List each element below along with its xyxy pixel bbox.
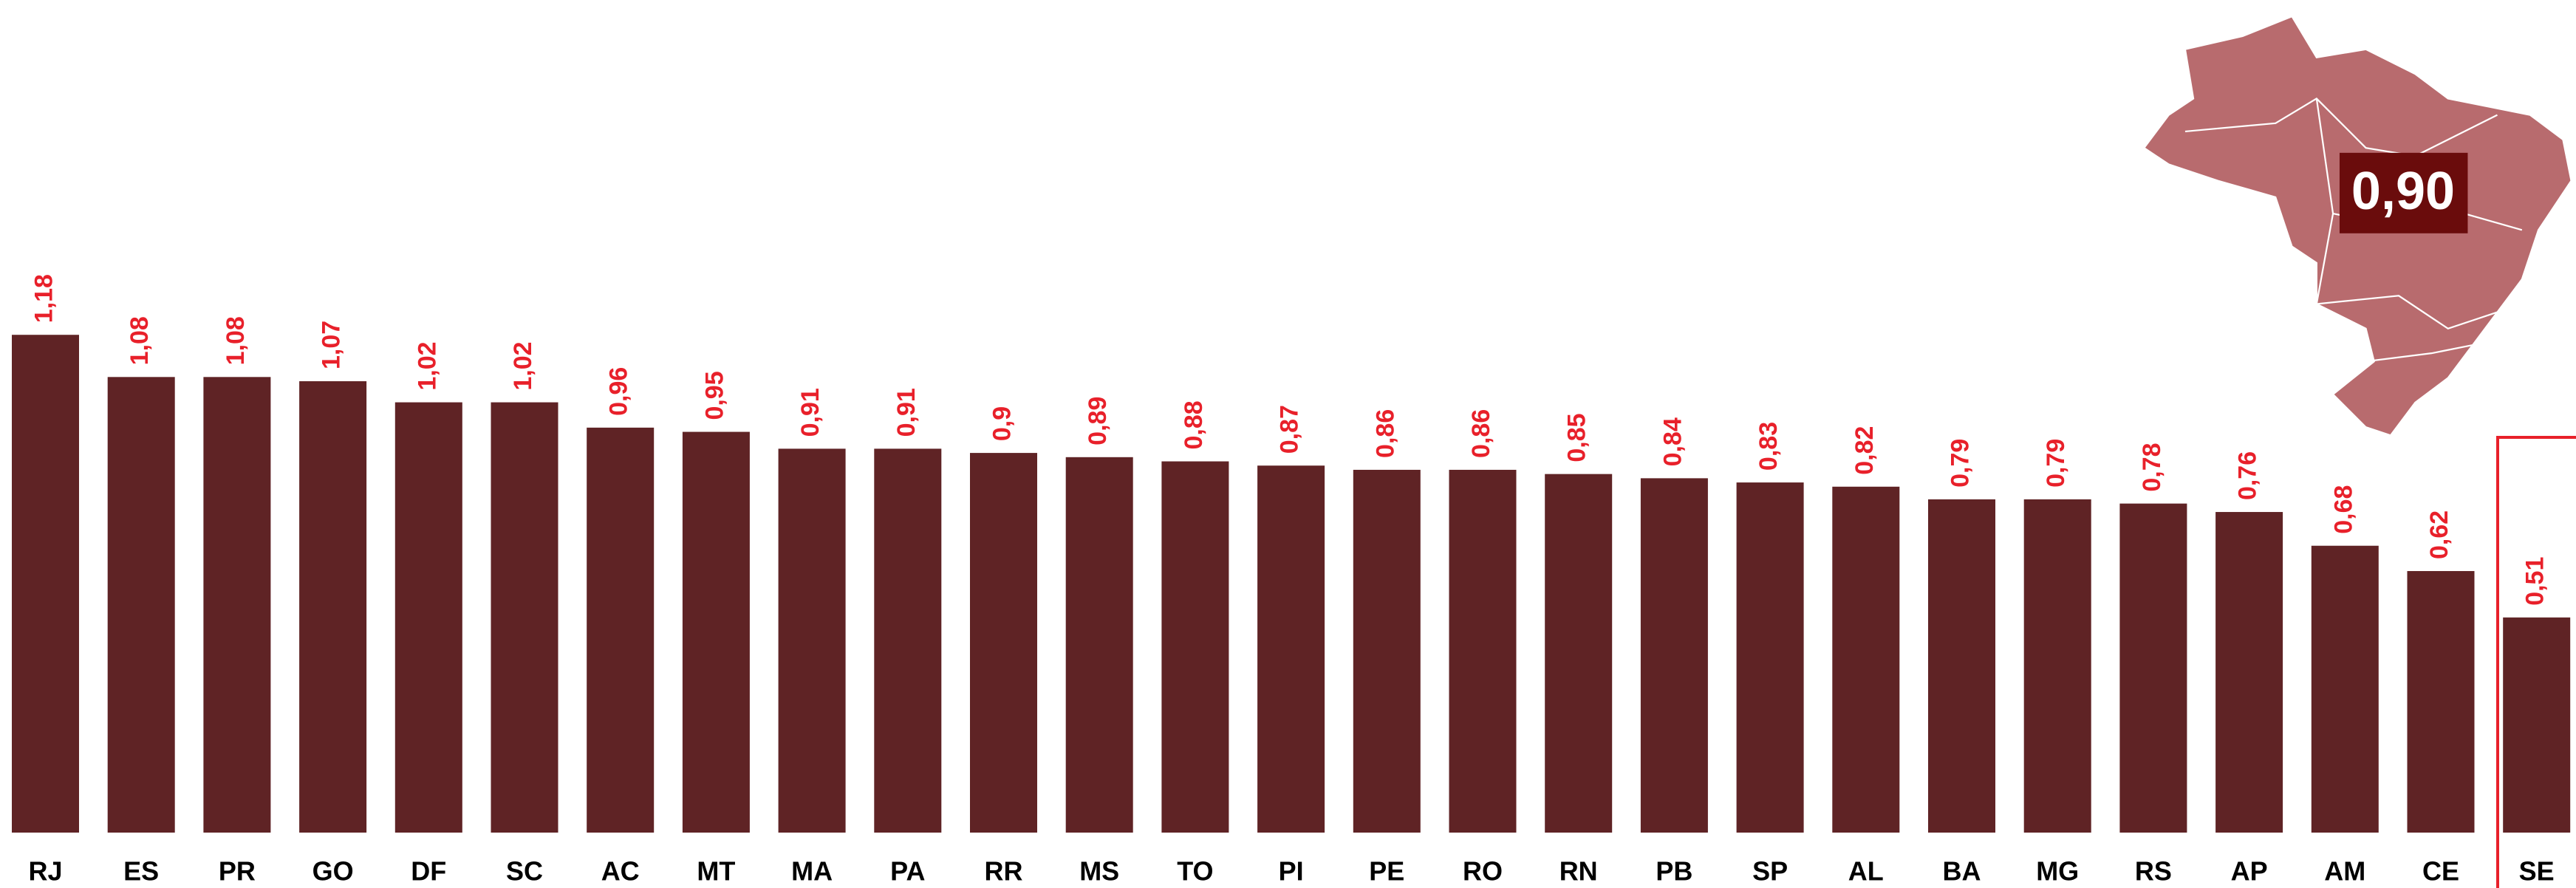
map-borders xyxy=(2365,344,2473,363)
value-label: 0,82 xyxy=(1851,426,1879,475)
bar xyxy=(1065,457,1133,833)
value-label: 0,79 xyxy=(1946,439,1974,488)
x-tick-label: RJ xyxy=(28,856,62,887)
bar xyxy=(1545,474,1613,833)
bar xyxy=(2407,570,2475,833)
value-label: 1,02 xyxy=(509,341,537,390)
value-label: 1,08 xyxy=(222,316,250,365)
x-tick-label: ES xyxy=(123,856,159,887)
bar xyxy=(1928,499,1995,833)
bar xyxy=(778,448,846,833)
bar xyxy=(2503,617,2571,833)
x-tick-label: RS xyxy=(2135,856,2172,887)
x-tick-label: RR xyxy=(985,856,1023,887)
x-tick-label: AM xyxy=(2324,856,2365,887)
bar xyxy=(2119,503,2187,833)
bar xyxy=(2023,499,2091,833)
bar xyxy=(587,427,655,833)
value-label: 0,86 xyxy=(1467,409,1495,458)
value-label: 0,87 xyxy=(1276,405,1304,454)
bar xyxy=(874,448,942,833)
bar xyxy=(682,431,750,833)
x-tick-label: MA xyxy=(791,856,833,887)
x-tick-label: TO xyxy=(1177,856,1213,887)
bar xyxy=(1449,469,1517,833)
value-label: 1,18 xyxy=(30,274,58,323)
bar xyxy=(12,335,79,833)
value-label: 0,78 xyxy=(2138,443,2166,491)
x-tick-label: GO xyxy=(312,856,354,887)
value-label: 1,02 xyxy=(413,341,441,390)
x-tick-label: BA xyxy=(1943,856,1981,887)
value-label: 0,96 xyxy=(605,367,633,416)
value-label: 1,08 xyxy=(126,316,154,365)
map-label-box xyxy=(2339,152,2468,233)
bar xyxy=(2215,512,2283,833)
x-tick-label: SE xyxy=(2519,856,2555,887)
map-label: 0,90 xyxy=(2351,162,2455,221)
x-tick-label: RN xyxy=(1559,856,1598,887)
value-label: 0,91 xyxy=(796,388,824,437)
bar xyxy=(394,402,462,833)
value-label: 0,86 xyxy=(1371,409,1399,458)
value-label: 1,07 xyxy=(318,321,346,369)
x-tick-label: MT xyxy=(697,856,735,887)
value-label: 0,84 xyxy=(1658,417,1687,466)
x-tick-label: CE xyxy=(2422,856,2459,887)
bar xyxy=(970,453,1037,833)
bar xyxy=(1640,478,1708,833)
value-label: 0,51 xyxy=(2521,557,2549,606)
value-label: 0,91 xyxy=(892,388,920,437)
highlight-box xyxy=(2496,436,2576,888)
map-borders xyxy=(2184,98,2498,157)
x-tick-label: MS xyxy=(1079,856,1119,887)
map xyxy=(2142,15,2572,437)
map-borders xyxy=(2315,213,2498,330)
value-label: 0,85 xyxy=(1563,413,1591,462)
x-tick-label: PB xyxy=(1656,856,1692,887)
x-tick-label: AP xyxy=(2231,856,2268,887)
bar xyxy=(1353,469,1421,833)
bar xyxy=(1257,465,1325,833)
x-tick-label: SP xyxy=(1752,856,1788,887)
x-tick-label: AL xyxy=(1848,856,1884,887)
value-label: 0,95 xyxy=(700,371,728,420)
bar xyxy=(1736,482,1804,833)
x-tick-label: PR xyxy=(219,856,256,887)
x-tick-label: PA xyxy=(890,856,925,887)
value-label: 0,79 xyxy=(2042,439,2070,488)
value-label: 0,76 xyxy=(2234,451,2262,500)
value-label: 0,68 xyxy=(2329,485,2357,534)
bar xyxy=(1832,486,1900,833)
x-tick-label: MG xyxy=(2036,856,2079,887)
value-label: 0,9 xyxy=(988,406,1016,441)
bar xyxy=(107,377,175,833)
bar xyxy=(299,381,367,833)
x-tick-label: PI xyxy=(1279,856,1304,887)
bar xyxy=(203,377,271,833)
value-label: 0,62 xyxy=(2425,510,2453,559)
bar xyxy=(1161,461,1229,833)
x-tick-label: SC xyxy=(506,856,543,887)
x-tick-label: AC xyxy=(601,856,640,887)
x-tick-label: PE xyxy=(1369,856,1404,887)
x-tick-label: DF xyxy=(411,856,446,887)
value-label: 0,88 xyxy=(1180,400,1208,449)
bar xyxy=(2311,545,2379,833)
value-label: 0,83 xyxy=(1755,422,1783,471)
value-label: 0,89 xyxy=(1084,397,1112,445)
bar xyxy=(491,402,558,833)
x-tick-label: RO xyxy=(1463,856,1503,887)
